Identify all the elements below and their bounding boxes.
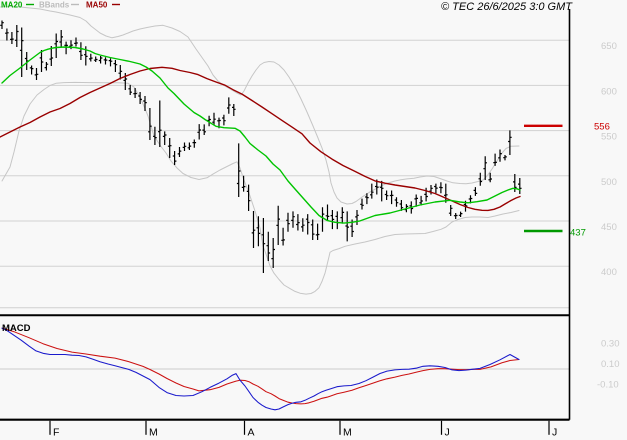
svg-text:MA20: MA20 xyxy=(1,1,23,10)
svg-text:400: 400 xyxy=(601,267,617,278)
svg-text:F: F xyxy=(53,427,59,439)
svg-text:600: 600 xyxy=(601,86,617,97)
svg-text:437: 437 xyxy=(570,228,586,239)
svg-text:M: M xyxy=(343,427,352,439)
svg-text:556: 556 xyxy=(594,122,610,133)
svg-text:© TEC 26/6/2025 3:0 GMT: © TEC 26/6/2025 3:0 GMT xyxy=(441,1,573,13)
svg-text:BBands: BBands xyxy=(39,1,70,10)
svg-text:J: J xyxy=(552,427,557,439)
svg-text:J: J xyxy=(445,427,450,439)
svg-text:-0.10: -0.10 xyxy=(597,380,619,391)
svg-text:500: 500 xyxy=(601,177,617,188)
svg-text:0.30: 0.30 xyxy=(601,339,620,350)
svg-text:M: M xyxy=(149,427,158,439)
svg-text:0.10: 0.10 xyxy=(601,359,620,370)
svg-text:MA50: MA50 xyxy=(86,1,108,10)
svg-text:A: A xyxy=(248,427,255,439)
svg-text:650: 650 xyxy=(601,41,617,52)
svg-text:450: 450 xyxy=(601,222,617,233)
svg-text:550: 550 xyxy=(601,132,617,143)
svg-text:MACD: MACD xyxy=(2,323,31,334)
